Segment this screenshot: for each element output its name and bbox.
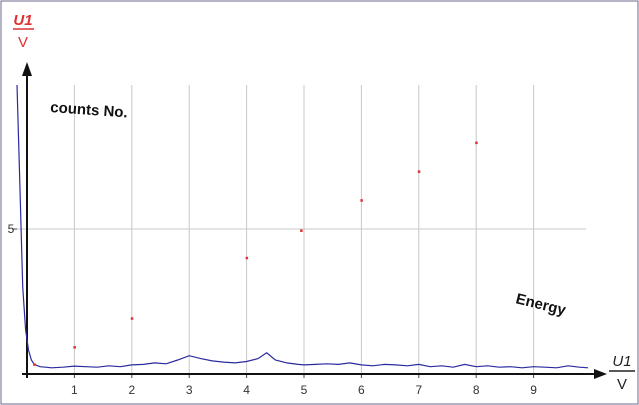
x-tick-label: 4 (243, 383, 250, 397)
labels: U1 V U1 V counts No. Energy (13, 12, 635, 393)
series-layer (16, 84, 589, 369)
grid-lines (17, 85, 586, 373)
data-point (245, 256, 249, 260)
axes: 1 2 3 4 5 6 7 8 9 5 (8, 62, 607, 397)
x-axis-arrow (594, 369, 607, 379)
x-tick-label: 6 (358, 383, 365, 397)
x-tick-label: 9 (530, 383, 537, 397)
x-tick-label: 2 (128, 383, 135, 397)
data-point (300, 229, 303, 232)
y-axis-arrow (22, 62, 32, 76)
series-line (16, 84, 589, 369)
y-tick-label: 5 (8, 222, 15, 236)
y-axis-note: counts No. (50, 99, 128, 121)
y-axis-unit-top: U1 (13, 12, 32, 29)
x-axis-unit-top: U1 (612, 353, 631, 370)
x-tick-label: 1 (71, 383, 78, 397)
data-point (417, 170, 421, 173)
data-point (73, 346, 76, 349)
x-tick-label: 8 (473, 383, 480, 397)
x-tick-label: 3 (186, 383, 193, 397)
data-point (33, 363, 36, 366)
x-tick-label: 5 (301, 383, 308, 397)
x-axis-note: Energy (514, 290, 568, 319)
data-point (475, 141, 478, 145)
y-axis-unit-bottom: V (18, 34, 28, 51)
data-point (130, 317, 134, 320)
data-point (360, 199, 363, 202)
x-axis-unit-bottom: V (617, 376, 627, 393)
x-tick-label: 7 (415, 383, 422, 397)
